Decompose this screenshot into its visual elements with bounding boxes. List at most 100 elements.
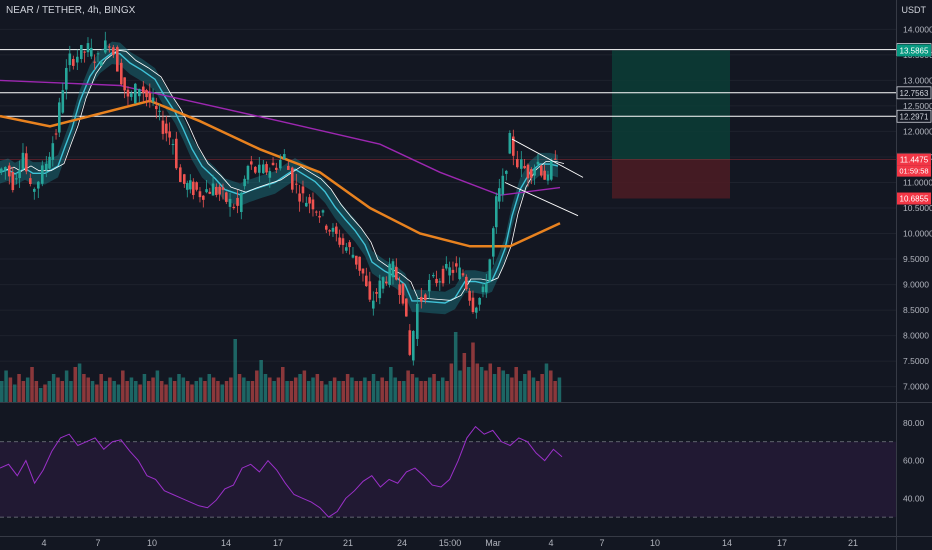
candle	[236, 197, 239, 206]
candle	[171, 143, 175, 145]
volume-bar	[255, 370, 259, 402]
candle	[161, 120, 165, 134]
volume-bar	[0, 381, 4, 402]
volume-bar	[237, 374, 242, 402]
volume-bar	[389, 367, 393, 402]
volume-bar	[51, 374, 56, 402]
candle	[202, 195, 205, 200]
candle	[533, 168, 536, 176]
candle	[11, 172, 15, 191]
price-tick-label: 12.5000	[903, 101, 932, 111]
candle	[275, 167, 278, 170]
volume-bar	[134, 381, 138, 402]
price-tick-label: 13.0000	[903, 75, 932, 85]
volume-bar	[440, 377, 445, 402]
candle	[0, 168, 3, 173]
volume-bar	[341, 381, 346, 402]
candle	[420, 296, 423, 302]
volume-bar	[501, 370, 505, 402]
candle	[546, 174, 550, 181]
volume-bar	[315, 374, 320, 402]
candle	[445, 264, 448, 269]
candle	[395, 266, 398, 280]
candle	[291, 167, 294, 190]
candle	[93, 61, 96, 63]
candle	[405, 298, 408, 317]
volume-bar	[129, 377, 134, 402]
volume-bar	[471, 342, 475, 402]
volume-bar	[557, 377, 562, 402]
volume-bar	[43, 384, 47, 402]
volume-bar	[203, 381, 207, 402]
time-tick-label: 15:00	[439, 538, 462, 548]
volume-bar	[376, 381, 380, 402]
candle	[120, 62, 123, 85]
volume-bar	[233, 339, 237, 402]
ema-orange-line	[0, 99, 561, 248]
time-tick-label: 21	[343, 538, 353, 548]
volume-bar	[86, 377, 90, 402]
volume-bar	[371, 374, 376, 402]
volume-bar	[25, 377, 30, 402]
volume-bar	[99, 374, 103, 402]
candle	[283, 154, 286, 159]
volume-bar	[531, 377, 536, 402]
rsi-band	[0, 441, 896, 518]
candle	[358, 256, 361, 271]
volume-bar	[95, 384, 99, 402]
candle	[461, 273, 465, 276]
candle	[523, 165, 526, 169]
candle	[68, 53, 72, 66]
candle	[168, 131, 171, 138]
price-tick-label: 9.5000	[903, 254, 929, 264]
volume-bar	[207, 374, 212, 402]
candle	[408, 330, 412, 355]
candle	[179, 167, 182, 182]
candle	[351, 254, 355, 258]
volume-bar	[172, 381, 177, 402]
volume-bar	[220, 384, 224, 402]
candle	[301, 186, 305, 194]
volume-bar	[306, 381, 311, 402]
candle	[331, 227, 335, 232]
candle	[441, 268, 445, 284]
candle	[33, 188, 36, 192]
price-tick-label: 12.0000	[903, 126, 932, 136]
volume-bar	[216, 381, 220, 402]
candle	[378, 280, 382, 299]
candle	[96, 53, 100, 55]
candle	[438, 281, 442, 283]
candle	[198, 191, 202, 198]
candle	[501, 175, 505, 195]
candle	[145, 90, 148, 98]
volume-bar	[159, 381, 164, 402]
candle	[175, 138, 178, 169]
candle	[505, 170, 508, 174]
volume-bar	[427, 377, 432, 402]
candle	[424, 294, 427, 301]
volume-bar	[164, 384, 168, 402]
candle	[134, 83, 137, 104]
volume-bar	[302, 370, 307, 402]
candle	[516, 159, 519, 168]
time-tick-label: 14	[722, 538, 732, 548]
volume-bar	[488, 363, 493, 402]
candle	[448, 267, 451, 276]
candle	[308, 197, 311, 204]
time-tick-label: 17	[273, 538, 283, 548]
candle	[455, 263, 458, 267]
price-tick-label: 7.5000	[903, 356, 929, 366]
volume-bar	[358, 381, 363, 402]
volume-bar	[194, 381, 199, 402]
candle	[80, 44, 83, 60]
volume-bar	[73, 367, 78, 402]
volume-bar	[60, 381, 65, 402]
candle	[148, 92, 152, 101]
candle	[388, 264, 391, 285]
volume-bar	[198, 377, 203, 402]
price-badge-2	[897, 153, 931, 166]
price-tick-label: 8.0000	[903, 331, 929, 341]
volume-bar	[384, 381, 389, 402]
candle	[335, 226, 338, 234]
